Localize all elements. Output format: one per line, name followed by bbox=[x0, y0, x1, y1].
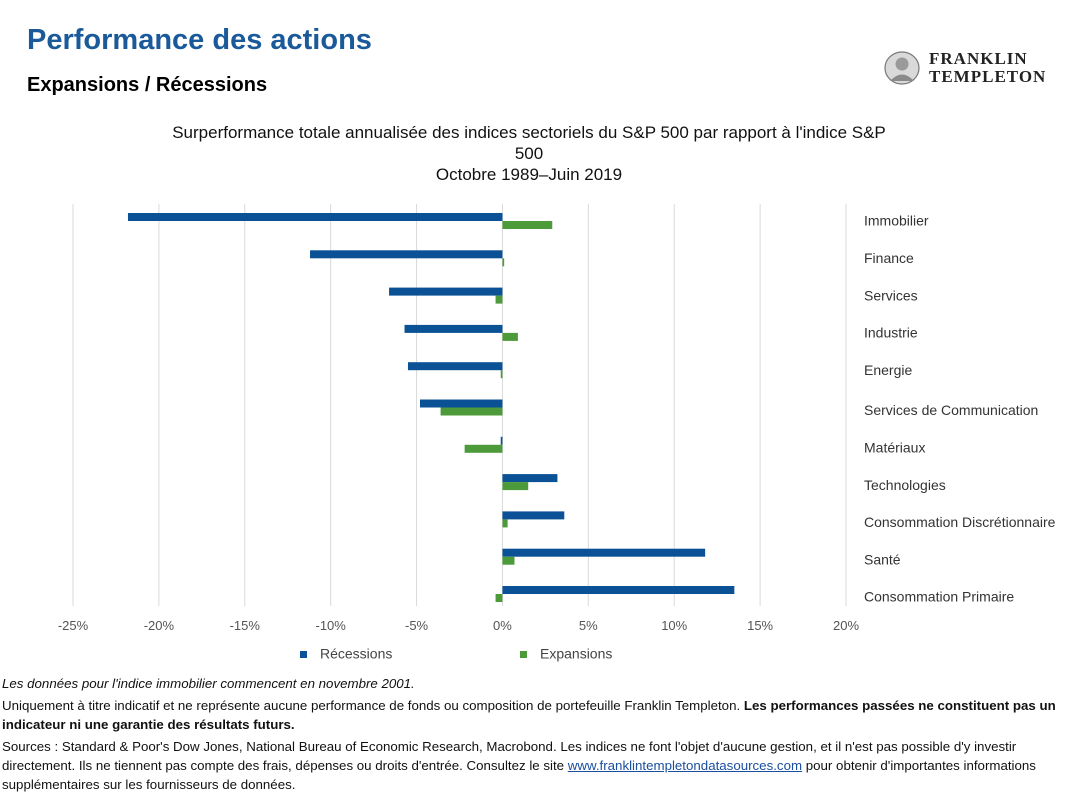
bar-expansions bbox=[502, 332, 518, 341]
x-tick-label: 0% bbox=[493, 618, 512, 633]
x-tick-label: -10% bbox=[315, 618, 346, 633]
bar-recessions bbox=[389, 287, 503, 296]
sources-text: Sources : Standard & Poor's Dow Jones, N… bbox=[2, 739, 1017, 773]
logo-line-1: FRANKLIN bbox=[929, 49, 1028, 68]
franklin-templeton-logo: FRANKLIN TEMPLETON bbox=[880, 48, 1052, 90]
bar-expansions bbox=[502, 258, 505, 267]
category-label: Santé bbox=[864, 551, 901, 567]
bar-recessions bbox=[419, 399, 503, 408]
bar-recessions bbox=[502, 548, 706, 557]
category-label: Technologies bbox=[864, 477, 946, 493]
bar-recessions bbox=[500, 436, 503, 445]
category-label: Energie bbox=[864, 362, 912, 378]
bar-recessions bbox=[502, 586, 735, 594]
bar-expansions bbox=[464, 444, 503, 453]
x-tick-label: -15% bbox=[230, 618, 261, 633]
disclaimer-bold: Les performances passées ne constituent … bbox=[2, 698, 1056, 732]
logo-line-2: TEMPLETON bbox=[929, 67, 1047, 86]
category-label: Services de Communication bbox=[864, 402, 1038, 418]
chart-title-line-3: Octobre 1989–Juin 2019 bbox=[435, 165, 623, 184]
legend-swatch bbox=[520, 651, 527, 658]
x-tick-label: -25% bbox=[58, 618, 89, 633]
x-tick-label: -5% bbox=[405, 618, 429, 633]
x-tick-label: 20% bbox=[833, 618, 859, 633]
chart-title-line-1: Surperformance totale annualisée des ind… bbox=[172, 123, 886, 142]
chart-title-line-2: 500 bbox=[514, 144, 544, 163]
sources: Sources : Standard & Poor's Dow Jones, N… bbox=[2, 737, 1062, 794]
bar-expansions bbox=[502, 482, 529, 491]
sources-text-end: pour obtenir d'importantes informations … bbox=[2, 758, 1036, 792]
bar-expansions bbox=[502, 519, 508, 528]
chart-title: Surperformance totale annualisée des ind… bbox=[140, 122, 918, 185]
bar-recessions bbox=[310, 250, 503, 259]
category-label: Services bbox=[864, 287, 918, 303]
bar-recessions bbox=[502, 511, 565, 520]
category-label: Matériaux bbox=[864, 440, 925, 456]
footnotes: Les données pour l'indice immobilier com… bbox=[2, 674, 1062, 797]
x-tick-label: -20% bbox=[144, 618, 175, 633]
category-label: Finance bbox=[864, 250, 914, 266]
bar-expansions bbox=[495, 295, 503, 304]
bar-recessions bbox=[404, 324, 503, 333]
disclaimer: Uniquement à titre indicatif et ne repré… bbox=[2, 696, 1062, 734]
bar-expansions bbox=[502, 556, 515, 565]
real-estate-note: Les données pour l'indice immobilier com… bbox=[2, 676, 415, 691]
category-label: Industrie bbox=[864, 325, 918, 341]
bar-recessions bbox=[127, 213, 503, 221]
data-sources-link[interactable]: www.franklintempletondatasources.com bbox=[567, 758, 803, 773]
bar-recessions bbox=[407, 362, 503, 371]
legend-label: Récessions bbox=[320, 646, 392, 662]
disclaimer-text: Uniquement à titre indicatif et ne repré… bbox=[2, 698, 744, 713]
page-subtitle: Expansions / Récessions bbox=[27, 74, 268, 96]
x-tick-label: 5% bbox=[579, 618, 598, 633]
page-title: Performance des actions bbox=[27, 24, 372, 56]
category-label: Consommation Discrétionnaire bbox=[864, 514, 1056, 530]
sector-bar-chart: -25% -20% -15% -10% -5% 0% 5% 10% 15% 20% Immobili… bbox=[58, 204, 1056, 662]
bar-expansions bbox=[440, 407, 503, 416]
category-label: Immobilier bbox=[864, 213, 929, 229]
category-label: Consommation Primaire bbox=[864, 589, 1014, 605]
legend-label: Expansions bbox=[540, 646, 612, 662]
bar-expansions bbox=[502, 221, 553, 229]
bar-expansions bbox=[495, 594, 503, 602]
bar-recessions bbox=[502, 474, 558, 483]
legend-swatch bbox=[300, 651, 307, 658]
x-tick-label: 15% bbox=[747, 618, 773, 633]
x-tick-label: 10% bbox=[661, 618, 687, 633]
bar-expansions bbox=[500, 370, 503, 379]
franklin-portrait-seal-icon bbox=[884, 51, 920, 85]
